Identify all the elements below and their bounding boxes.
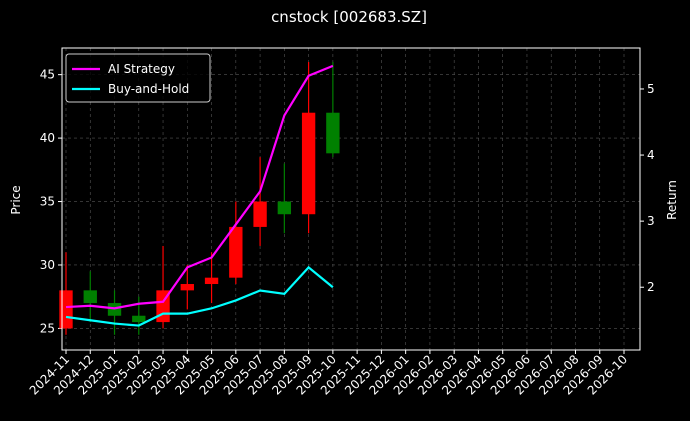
chart-title: cnstock [002683.SZ] bbox=[271, 8, 427, 26]
y-tick-label: 25 bbox=[40, 321, 55, 335]
y-tick-label: 30 bbox=[40, 258, 55, 272]
candle-body bbox=[277, 201, 292, 215]
candle-body bbox=[326, 112, 340, 154]
plot-frame bbox=[61, 47, 641, 351]
y-axis-label: Price bbox=[9, 185, 23, 214]
candle-body bbox=[253, 201, 267, 227]
y2-axis-label: Return bbox=[665, 180, 679, 220]
legend-label: AI Strategy bbox=[108, 62, 175, 76]
candle-body bbox=[229, 226, 243, 278]
y2-tick-label: 2 bbox=[647, 280, 655, 294]
candle-body bbox=[83, 290, 97, 304]
candle-body bbox=[59, 290, 73, 329]
candle-body bbox=[132, 315, 146, 323]
line-series bbox=[65, 64, 334, 310]
legend-box bbox=[65, 53, 211, 103]
legend-label: Buy-and-Hold bbox=[108, 82, 189, 96]
candle-body bbox=[180, 284, 194, 291]
candle-body bbox=[204, 277, 219, 285]
line-series bbox=[65, 265, 334, 327]
y-tick-label: 40 bbox=[40, 131, 55, 145]
y-tick-label: 35 bbox=[40, 195, 55, 209]
y-tick-label: 45 bbox=[40, 68, 55, 82]
y2-tick-label: 4 bbox=[647, 148, 655, 162]
y2-tick-label: 5 bbox=[647, 82, 655, 96]
y2-tick-label: 3 bbox=[647, 214, 655, 228]
candle-body bbox=[301, 112, 316, 215]
